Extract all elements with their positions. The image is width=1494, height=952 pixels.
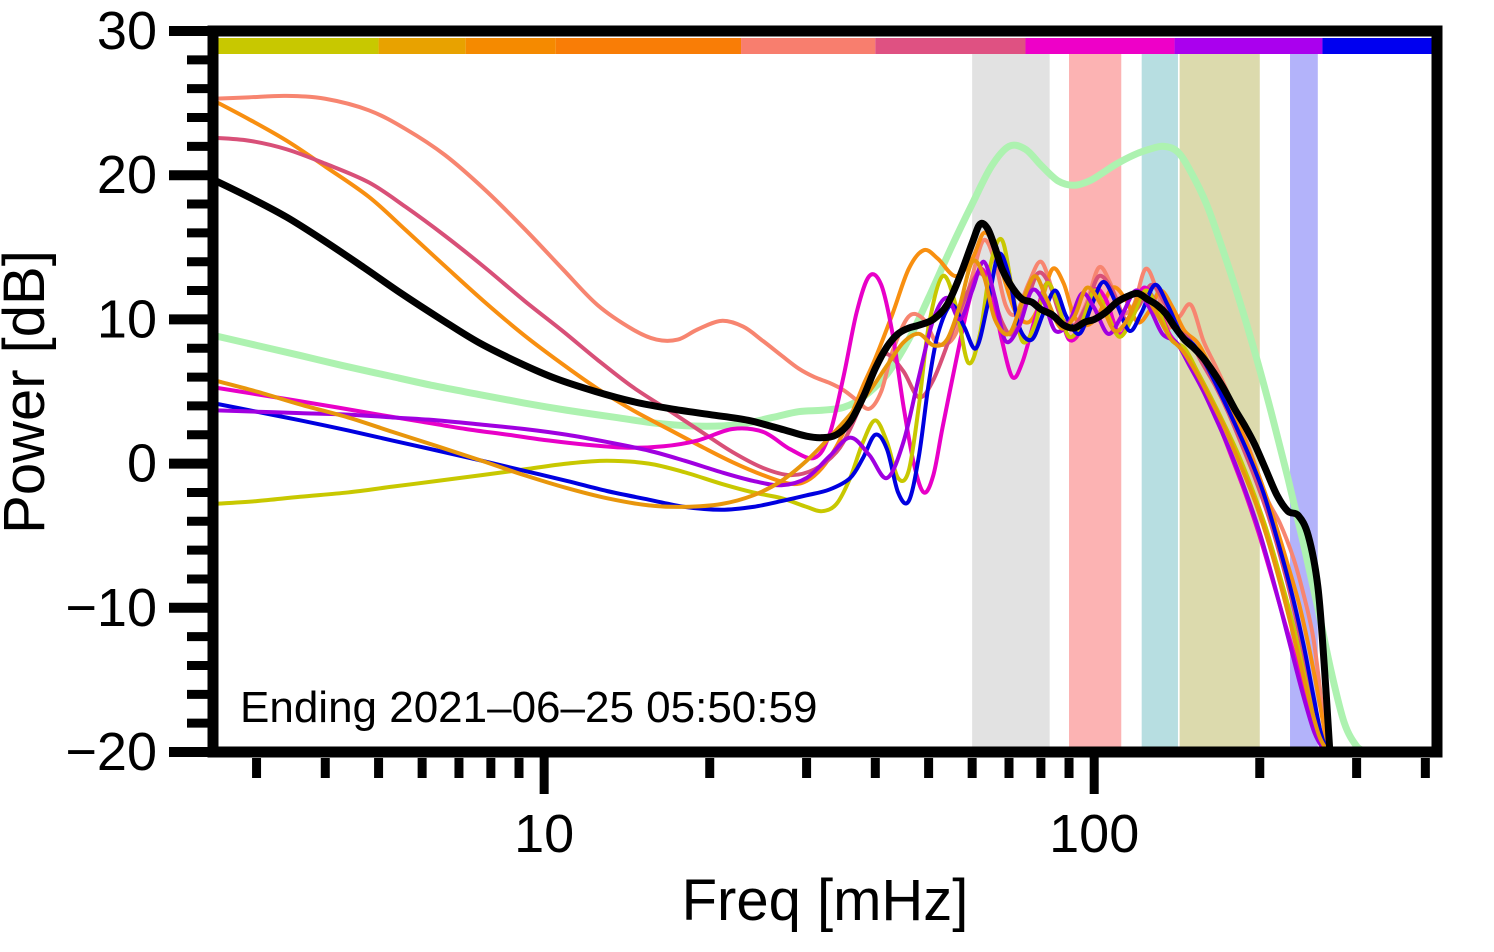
series-spectrum-salmon: [213, 93, 1329, 752]
y-axis-label: Power [dB]: [0, 250, 57, 534]
y-tick-label-−10: −10: [65, 578, 157, 638]
colorbar-segment-3: [555, 38, 742, 54]
axis-frame-layer: [207, 25, 1443, 758]
series-spectrum-green-pale: [213, 141, 1368, 752]
axis-ticks-layer: [169, 26, 1430, 794]
shaded-bands-layer: [972, 51, 1318, 752]
spectrum-curves-layer: [213, 93, 1368, 752]
ending-timestamp-annotation: Ending 2021–06–25 05:50:59: [240, 683, 817, 732]
x-tick-label-10: 10: [514, 804, 574, 864]
y-tick-label-20: 20: [97, 145, 157, 205]
y-tick-label-30: 30: [97, 1, 157, 61]
x-axis-label: Freq [mHz]: [682, 868, 969, 933]
y-tick-label-10: 10: [97, 289, 157, 349]
colorbar-segment-6: [1025, 38, 1175, 54]
series-mean-spectrum: [213, 176, 1334, 752]
y-tick-label-−20: −20: [65, 722, 157, 782]
band-teal: [1141, 51, 1178, 752]
y-tick-label-0: 0: [127, 434, 157, 494]
colorbar-segment-8: [1322, 38, 1437, 54]
band-pink: [1069, 51, 1122, 752]
band-grey: [972, 51, 1050, 752]
series-spectrum-purple: [213, 259, 1329, 752]
band-khaki: [1179, 51, 1260, 752]
colorbar-segment-2: [465, 38, 556, 54]
x-tick-label-100: 100: [1049, 804, 1139, 864]
colorbar-segment-1: [378, 38, 466, 54]
series-spectrum-blue: [213, 251, 1329, 752]
colorbar-segment-0: [213, 38, 379, 54]
top-colorbar-layer: [213, 38, 1437, 54]
series-spectrum-orange-dark: [213, 258, 1329, 752]
colorbar-segment-5: [875, 38, 1026, 54]
colorbar-segment-7: [1174, 38, 1323, 54]
colorbar-segment-4: [741, 38, 876, 54]
